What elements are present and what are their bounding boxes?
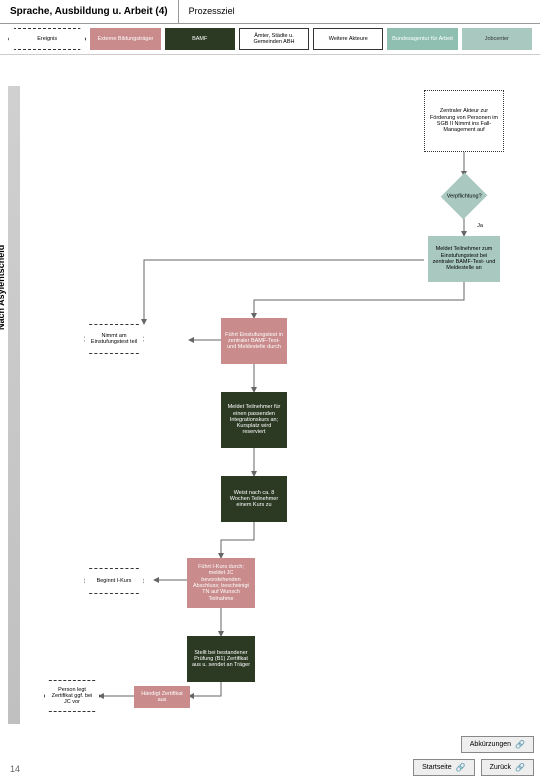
link-icon: 🔗 [515,763,525,772]
event-present-cert: Person legt Zertifikat ggf. bei JC vor [44,680,100,712]
phase-label: Nach Asylentscheid [0,245,6,330]
node-conduct-test: Führt Einstufungstest in zentraler BAMF-… [221,318,287,364]
header: Sprache, Ausbildung u. Arbeit (4) Prozes… [0,0,540,24]
legend-item: Jobcenter [462,28,532,50]
decision-obligation: Verpflichtung? [444,176,484,216]
node-match-course: Meldet Teilnehmer für einen passenden In… [221,392,287,448]
page-title: Sprache, Ausbildung u. Arbeit (4) [0,0,179,23]
back-button[interactable]: Zurück🔗 [481,759,534,776]
start-button[interactable]: Startseite🔗 [413,759,475,776]
legend-item: Externe Bildungsträger [90,28,160,50]
legend-item: Bundesagentur für Arbeit [387,28,457,50]
node-run-course: Führt I-Kurs durch; meldet JC bevorstehe… [187,558,255,608]
footer-nav: Abkürzungen🔗 Startseite🔗 Zurück🔗 [413,736,534,776]
page-subtitle: Prozessziel [179,0,245,23]
legend-item: BAMF [165,28,235,50]
node-central-actor: Zentraler Akteur zur Förderung von Perso… [424,90,504,152]
node-assign-course: Weist nach ca. 8 Wochen Teilnehmer einem… [221,476,287,522]
legend-item: Weitere Akteure [313,28,383,50]
phase-bar [8,86,20,724]
link-icon: 🔗 [515,740,525,749]
abbrev-button[interactable]: Abkürzungen🔗 [461,736,534,753]
legend-row: EreignisExterne BildungsträgerBAMFÄmter,… [0,24,540,55]
event-takes-test: Nimmt am Einstufungstest teil [84,324,144,354]
link-icon: 🔗 [456,763,466,772]
node-report-test: Meldet Teilnehmer zum Einstufungstest be… [428,236,500,282]
page-number: 14 [10,764,20,774]
flow-canvas: Zentraler Akteur zur Förderung von Perso… [24,60,536,744]
label-yes: Ja [470,220,490,232]
legend-item: Ämter, Städte u. Gemeinden ABH [239,28,309,50]
node-issue-cert: Stellt bei bestandener Prüfung (B1) Zert… [187,636,255,682]
legend-item: Ereignis [8,28,86,50]
node-handout-cert: Händigt Zertifikat aus [134,686,190,708]
event-start-course: Beginnt I-Kurs [84,568,144,594]
